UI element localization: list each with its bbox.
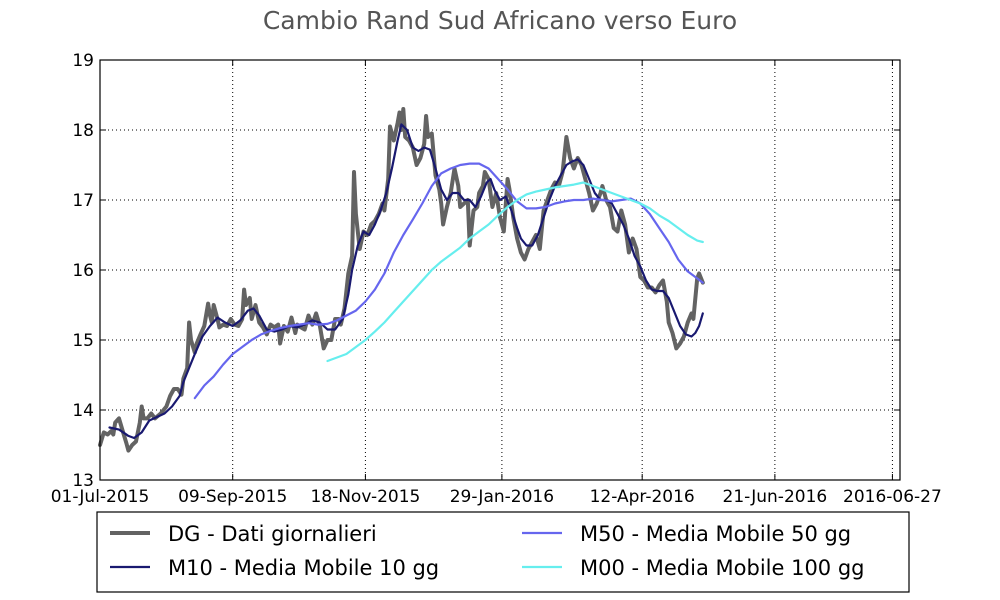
legend-label: M10 - Media Mobile 10 gg [168, 556, 439, 580]
series-line-2 [108, 123, 704, 440]
y-tick-label: 15 [72, 331, 94, 351]
y-tick-label: 17 [72, 191, 94, 211]
x-tick-label: 09-Sep-2015 [178, 487, 287, 507]
x-tick-label: 18-Nov-2015 [310, 487, 420, 507]
y-tick-label: 19 [72, 51, 94, 71]
legend-label: M00 - Media Mobile 100 gg [580, 556, 865, 580]
legend-box [96, 511, 910, 593]
legend-label: M50 - Media Mobile 50 gg [580, 522, 851, 546]
legend: DG - Dati giornalieri M10 - Media Mobile … [96, 511, 910, 593]
x-tick-label: 21-Jun-2016 [723, 487, 828, 507]
grid [100, 60, 900, 480]
y-tick-label: 14 [72, 401, 94, 421]
series-line-1 [98, 107, 705, 453]
y-tick-label: 13 [72, 471, 94, 491]
series-line-4 [326, 181, 704, 363]
legend-label: DG - Dati giornalieri [168, 522, 377, 546]
plot-series [98, 107, 705, 453]
x-tick-label: 29-Jan-2016 [450, 487, 554, 507]
y-tick-label: 18 [72, 121, 94, 141]
series-line-3 [193, 162, 704, 400]
axis-ticks: 13 14 15 16 17 18 19 01-Jul-2015 09-Sep-2015 18-N… [51, 51, 942, 507]
chart-title: Cambio Rand Sud Africano verso Euro [263, 6, 737, 35]
y-tick-label: 16 [72, 261, 94, 281]
x-tick-label: 12-Apr-2016 [590, 487, 695, 507]
x-tick-label: 2016-06-27 [843, 487, 942, 507]
x-tick-label: 01-Jul-2015 [51, 487, 150, 507]
